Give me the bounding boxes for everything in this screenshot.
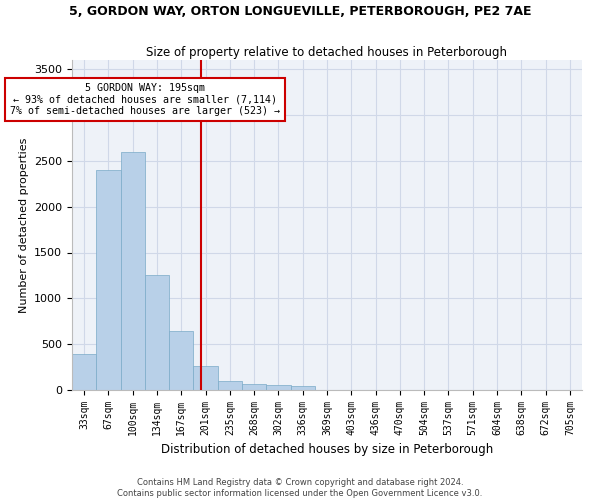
Bar <box>218 381 242 390</box>
Bar <box>96 170 121 390</box>
Bar <box>145 276 169 390</box>
Bar <box>193 366 218 390</box>
Text: 5 GORDON WAY: 195sqm
← 93% of detached houses are smaller (7,114)
7% of semi-det: 5 GORDON WAY: 195sqm ← 93% of detached h… <box>10 83 280 116</box>
Bar <box>290 386 315 390</box>
Bar <box>72 354 96 390</box>
Y-axis label: Number of detached properties: Number of detached properties <box>19 138 29 312</box>
Bar <box>266 384 290 390</box>
Title: Size of property relative to detached houses in Peterborough: Size of property relative to detached ho… <box>146 46 508 59</box>
Bar <box>169 332 193 390</box>
Text: 5, GORDON WAY, ORTON LONGUEVILLE, PETERBOROUGH, PE2 7AE: 5, GORDON WAY, ORTON LONGUEVILLE, PETERB… <box>69 5 531 18</box>
Bar <box>242 384 266 390</box>
X-axis label: Distribution of detached houses by size in Peterborough: Distribution of detached houses by size … <box>161 444 493 456</box>
Text: Contains HM Land Registry data © Crown copyright and database right 2024.
Contai: Contains HM Land Registry data © Crown c… <box>118 478 482 498</box>
Bar <box>121 152 145 390</box>
